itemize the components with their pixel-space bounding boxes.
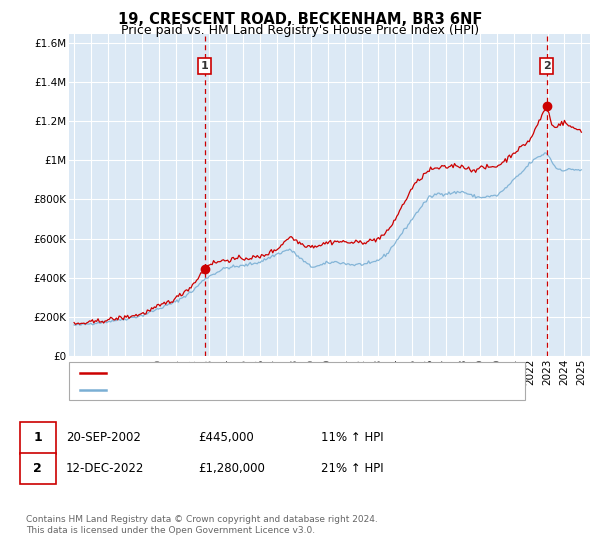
Text: Contains HM Land Registry data © Crown copyright and database right 2024.: Contains HM Land Registry data © Crown c…: [26, 515, 377, 524]
Text: 21% ↑ HPI: 21% ↑ HPI: [321, 462, 383, 475]
Text: £1,280,000: £1,280,000: [198, 462, 265, 475]
Text: 2: 2: [543, 61, 551, 71]
Text: 1: 1: [34, 431, 42, 445]
Text: 12-DEC-2022: 12-DEC-2022: [66, 462, 145, 475]
Text: 20-SEP-2002: 20-SEP-2002: [66, 431, 141, 445]
Text: Price paid vs. HM Land Registry's House Price Index (HPI): Price paid vs. HM Land Registry's House …: [121, 24, 479, 36]
Text: 11% ↑ HPI: 11% ↑ HPI: [321, 431, 383, 445]
Text: 19, CRESCENT ROAD, BECKENHAM, BR3 6NF: 19, CRESCENT ROAD, BECKENHAM, BR3 6NF: [118, 12, 482, 27]
Text: 1: 1: [201, 61, 208, 71]
Text: £445,000: £445,000: [198, 431, 254, 445]
Text: 19, CRESCENT ROAD, BECKENHAM, BR3 6NF (detached house): 19, CRESCENT ROAD, BECKENHAM, BR3 6NF (d…: [112, 368, 463, 378]
Text: 2: 2: [34, 462, 42, 475]
Text: HPI: Average price, detached house, Bromley: HPI: Average price, detached house, Brom…: [112, 385, 365, 395]
Text: This data is licensed under the Open Government Licence v3.0.: This data is licensed under the Open Gov…: [26, 526, 315, 535]
